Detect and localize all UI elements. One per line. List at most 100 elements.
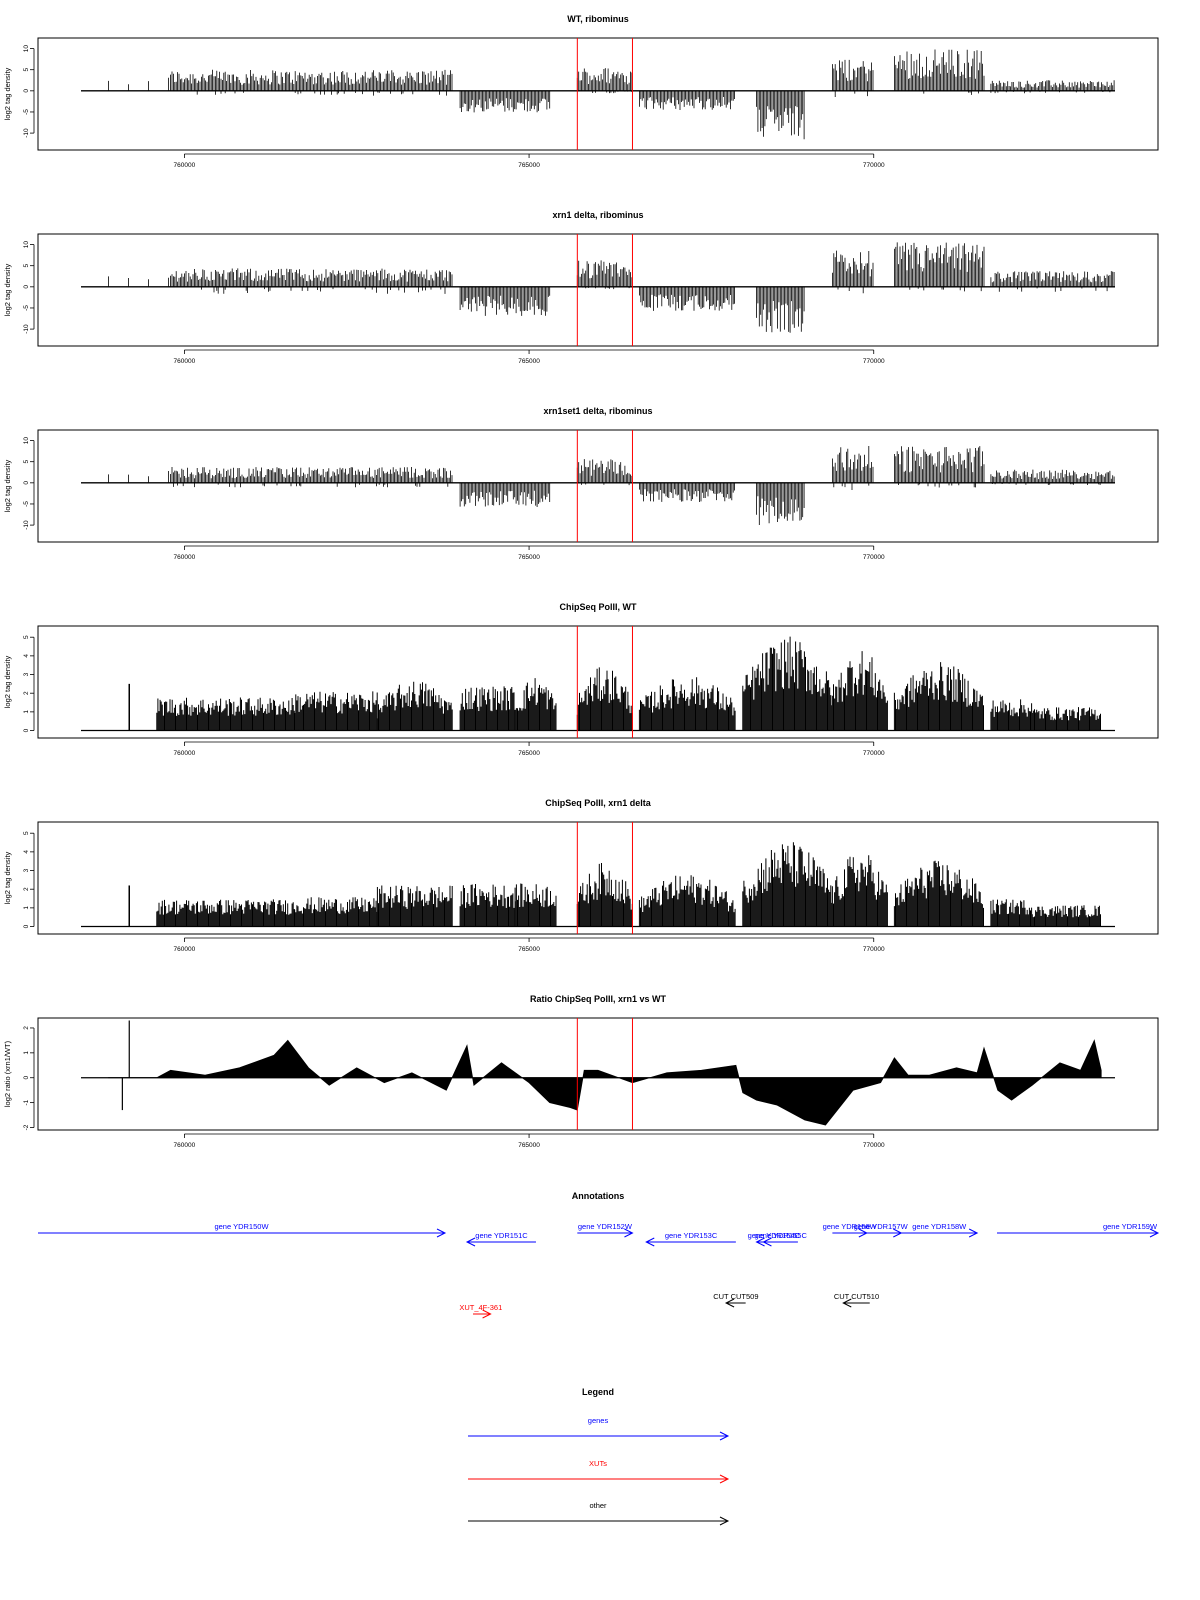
gene-label: gene YDR153C xyxy=(665,1231,718,1240)
x-tick-label: 760000 xyxy=(174,554,196,561)
x-tick-label: 765000 xyxy=(518,162,540,169)
arrow-head xyxy=(645,1237,655,1247)
signal-bars xyxy=(639,286,735,311)
legend-item-other: other xyxy=(468,1501,730,1526)
signal-bars xyxy=(576,459,633,486)
plot-frame xyxy=(37,625,1159,739)
signal-bars xyxy=(459,286,551,316)
signal-bars xyxy=(832,59,874,97)
y-tick-label: 0 xyxy=(23,285,30,289)
x-tick-label: 760000 xyxy=(174,1142,196,1149)
signal-region-8 xyxy=(894,242,985,292)
signal-region-3 xyxy=(459,286,551,316)
signal-region-2 xyxy=(294,897,378,927)
signal-region-8 xyxy=(742,842,833,927)
signal-region-1 xyxy=(156,697,295,731)
data-layer xyxy=(81,49,1115,140)
signal-region-3 xyxy=(459,90,551,113)
signal-bars xyxy=(514,678,557,731)
data-layer xyxy=(81,842,1115,928)
other-label: CUT CUT510 xyxy=(834,1292,879,1301)
signal-bars xyxy=(576,260,633,290)
signal-bars xyxy=(638,875,736,927)
y-axis-label: log2 tag density xyxy=(3,67,12,120)
gene-label: gene YDR155C xyxy=(754,1231,807,1240)
signal-bars xyxy=(156,899,295,927)
xut-arrow-1: XUT_4F-361 xyxy=(459,1303,502,1319)
y-tick-label: 5 xyxy=(23,264,30,268)
signal-region-8 xyxy=(894,446,985,488)
signal-region-9 xyxy=(831,651,888,731)
signal-region-9 xyxy=(831,855,888,927)
x-tick-label: 760000 xyxy=(174,750,196,757)
y-tick-label: 2 xyxy=(23,1026,30,1030)
signal-bars xyxy=(376,885,453,927)
x-tick-label: 770000 xyxy=(863,750,885,757)
signal-bars xyxy=(376,681,453,731)
signal-bars xyxy=(832,250,874,294)
x-tick-label: 760000 xyxy=(174,162,196,169)
legend-panel: Legend genes XUTs other xyxy=(468,1387,730,1526)
gene-label: gene YDR152W xyxy=(578,1222,633,1231)
plot-frame xyxy=(37,233,1159,347)
x-tick-label: 770000 xyxy=(863,554,885,561)
x-tick-label: 770000 xyxy=(863,1142,885,1149)
y-tick-label: 0 xyxy=(23,728,30,732)
signal-region-11 xyxy=(990,699,1033,731)
arrow-head xyxy=(624,1228,634,1238)
plot-frame xyxy=(37,37,1159,151)
signal-region-2 xyxy=(294,691,378,731)
signal-region-4 xyxy=(459,884,516,927)
signal-region-3 xyxy=(376,681,453,731)
signal-region-4 xyxy=(459,686,516,731)
y-tick-label: 2 xyxy=(23,691,30,695)
y-tick-label: 4 xyxy=(23,654,30,658)
signal-bars xyxy=(756,482,805,525)
x-tick-label: 765000 xyxy=(518,358,540,365)
y-tick-label: 0 xyxy=(23,1076,30,1080)
y-tick-label: -5 xyxy=(23,109,30,115)
signal-region-9 xyxy=(990,271,1115,292)
gene-label: gene YDR150W xyxy=(214,1222,269,1231)
signal-bars xyxy=(156,697,295,731)
signal-region-7 xyxy=(638,875,736,927)
x-tick-label: 770000 xyxy=(863,358,885,365)
signal-region-6 xyxy=(756,286,805,333)
signal-region-9 xyxy=(990,469,1115,485)
chart-panel-6: Ratio ChipSeq PolII, xrn1 vs WT 2 1 0 -1 -2 lo… xyxy=(3,994,1159,1149)
signal-region-4 xyxy=(576,260,633,290)
arrow-head xyxy=(482,1309,492,1319)
y-tick-label: 1 xyxy=(23,906,30,910)
legend-label: other xyxy=(589,1501,607,1510)
gene-label: gene YDR151C xyxy=(475,1231,528,1240)
signal-bars xyxy=(990,469,1115,485)
gene-arrow-9: gene YDR158W xyxy=(901,1222,979,1238)
signal-bars xyxy=(108,77,169,91)
chart-panel-4: ChipSeq PolII, WT 0 1 2 3 4 5 log2 tag density 7… xyxy=(3,602,1159,757)
legend-arrow xyxy=(468,1431,730,1441)
signal-region-6 xyxy=(756,90,805,140)
other-arrow-1: CUT CUT509 xyxy=(713,1292,759,1308)
signal-bars xyxy=(990,699,1033,731)
signal-region-7 xyxy=(832,59,874,97)
y-axis-label: log2 tag density xyxy=(3,263,12,316)
arrow-head xyxy=(465,1237,476,1247)
data-layer xyxy=(81,636,1115,732)
legend-arrow xyxy=(468,1516,730,1526)
y-tick-label: -5 xyxy=(23,501,30,507)
plot-frame xyxy=(37,821,1159,935)
signal-bars xyxy=(831,855,888,927)
x-tick-label: 770000 xyxy=(863,162,885,169)
signal-region-1 xyxy=(108,276,169,287)
signal-region-2 xyxy=(170,467,453,488)
y-tick-label: 0 xyxy=(23,481,30,485)
gene-arrow-2: gene YDR151C xyxy=(465,1231,536,1247)
y-tick-label: 10 xyxy=(23,45,30,53)
x-tick-label: 765000 xyxy=(518,946,540,953)
y-tick-label: 1 xyxy=(23,710,30,714)
signal-bars xyxy=(294,897,378,927)
signal-bars xyxy=(1031,905,1101,927)
x-tick-label: 765000 xyxy=(518,750,540,757)
y-tick-label: 3 xyxy=(23,672,30,676)
